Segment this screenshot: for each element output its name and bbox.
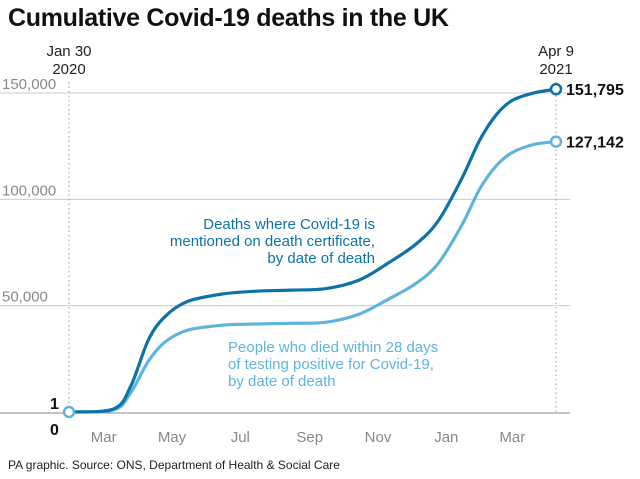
x-tick-label: Sep [296,429,323,446]
end-value-label: 151,795 [566,82,624,99]
x-tick-label: Nov [365,429,392,446]
y-tick-label: 100,000 [2,182,56,199]
series-label-line: by date of death [228,373,336,390]
y-tick-label: 150,000 [2,76,56,93]
series-line-2 [67,140,558,414]
start-year-label: 2020 [52,61,85,78]
chart-title: Cumulative Covid-19 deaths in the UK [8,4,449,32]
source-note: PA graphic. Source: ONS, Department of H… [8,458,340,472]
series-label-line: of testing positive for Covid-19, [228,356,434,373]
end-date-label: Apr 9 [538,43,574,60]
end-year-label: 2021 [539,61,572,78]
series-label-line: Deaths where Covid-19 is [203,216,375,233]
start-value-label: 1 [50,396,59,413]
x-tick-label: Mar [91,429,117,446]
x-tick-label: Mar [499,429,525,446]
series-label-line: mentioned on death certificate, [170,233,375,250]
end-value-label: 127,142 [566,135,624,152]
end-point-marker [549,82,563,96]
series-label-line: by date of death [267,250,375,267]
y-tick-label: 50,000 [2,289,48,306]
series-label-line: People who died within 28 days [228,339,438,356]
start-date-label: Jan 30 [46,43,91,60]
x-tick-label: Jan [434,429,458,446]
start-point-marker [62,405,76,419]
series-line-1 [67,87,558,414]
x-tick-label: Jul [231,429,250,446]
end-point-marker [549,135,563,148]
zero-label: 0 [50,422,59,439]
x-tick-label: May [158,429,187,446]
